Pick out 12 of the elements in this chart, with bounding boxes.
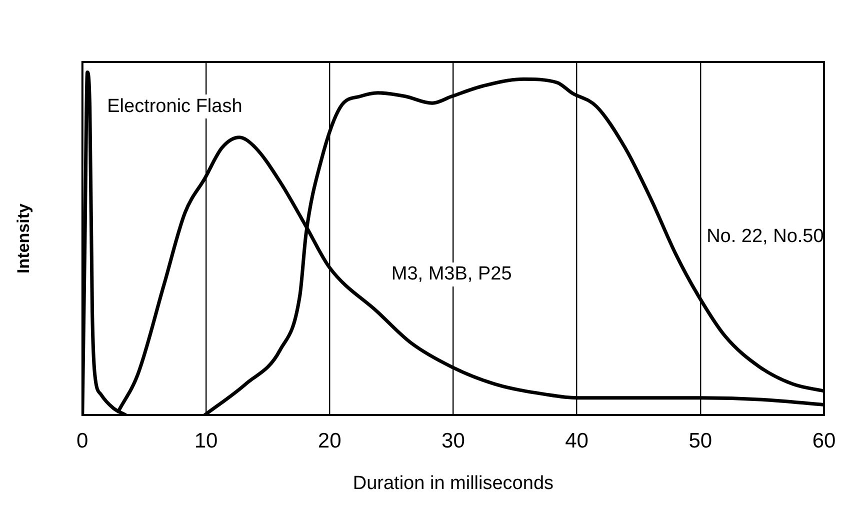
series-label: No. 22, No.50 [706,226,824,248]
x-tick-label: 20 [318,429,342,452]
series-label: M3, M3B, P25 [391,264,512,285]
x-tick-label: 60 [812,429,836,452]
x-tick-label: 10 [194,429,218,452]
x-tick-label: 0 [76,429,88,452]
series-label: Electronic Flash [107,96,242,117]
y-axis-title: Intensity [14,203,33,274]
x-tick-label: 50 [688,429,712,452]
x-tick-label: 40 [565,429,588,452]
x-axis-title: Duration in milliseconds [352,472,554,494]
x-tick-label: 30 [442,429,465,452]
